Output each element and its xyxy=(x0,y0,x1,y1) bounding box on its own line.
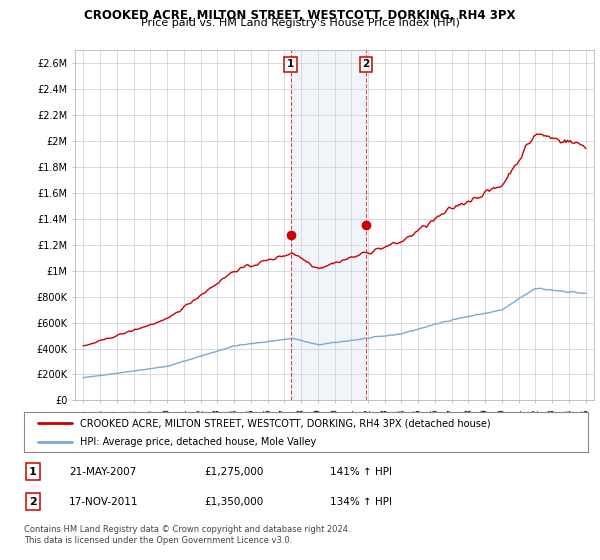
Text: 141% ↑ HPI: 141% ↑ HPI xyxy=(330,466,392,477)
Text: 1: 1 xyxy=(287,59,294,69)
Text: CROOKED ACRE, MILTON STREET, WESTCOTT, DORKING, RH4 3PX (detached house): CROOKED ACRE, MILTON STREET, WESTCOTT, D… xyxy=(80,418,491,428)
Text: 134% ↑ HPI: 134% ↑ HPI xyxy=(330,497,392,507)
Text: 2: 2 xyxy=(29,497,37,507)
Text: Contains HM Land Registry data © Crown copyright and database right 2024.
This d: Contains HM Land Registry data © Crown c… xyxy=(24,525,350,545)
Text: HPI: Average price, detached house, Mole Valley: HPI: Average price, detached house, Mole… xyxy=(80,437,317,446)
Text: 21-MAY-2007: 21-MAY-2007 xyxy=(69,466,136,477)
Text: 2: 2 xyxy=(362,59,370,69)
Text: £1,275,000: £1,275,000 xyxy=(204,466,263,477)
Bar xyxy=(290,50,366,400)
Text: Price paid vs. HM Land Registry's House Price Index (HPI): Price paid vs. HM Land Registry's House … xyxy=(140,18,460,28)
Text: 1: 1 xyxy=(29,466,37,477)
Text: £1,350,000: £1,350,000 xyxy=(204,497,263,507)
Text: CROOKED ACRE, MILTON STREET, WESTCOTT, DORKING, RH4 3PX: CROOKED ACRE, MILTON STREET, WESTCOTT, D… xyxy=(84,9,516,22)
Text: 17-NOV-2011: 17-NOV-2011 xyxy=(69,497,139,507)
